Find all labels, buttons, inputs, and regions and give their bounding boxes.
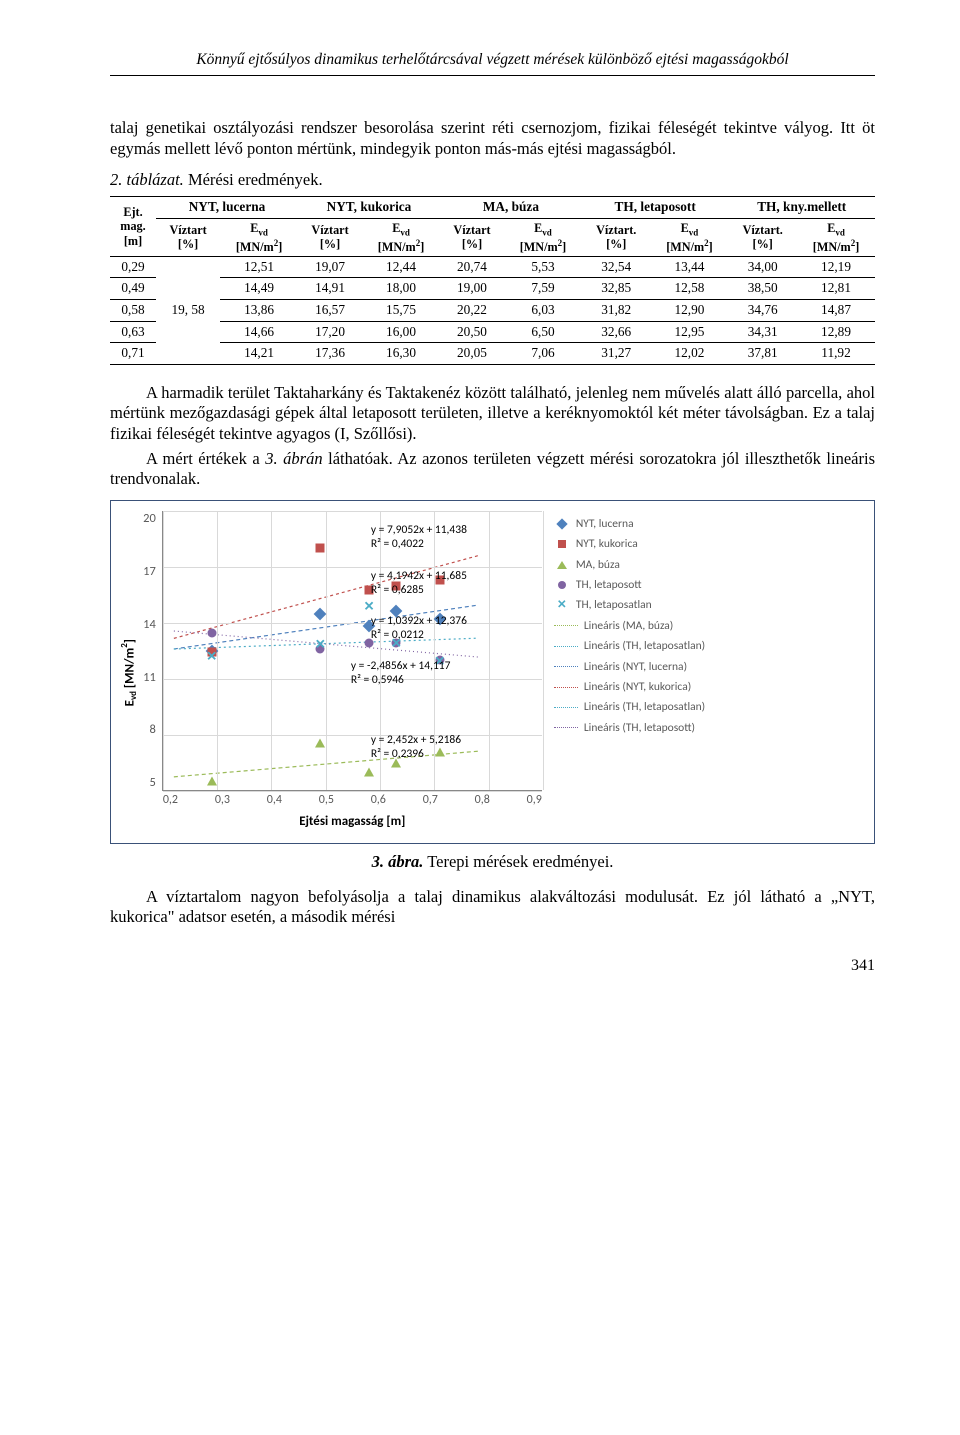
chart-marker [315, 738, 325, 747]
group-head-3: TH, letaposott [582, 197, 728, 219]
legend-item: Lineáris (TH, letaposott) [554, 721, 705, 735]
legend-item: Lineáris (NYT, kukorica) [554, 680, 705, 694]
caption-text: Mérési eredmények. [184, 170, 323, 189]
x-ticks: 0,20,30,40,50,60,70,80,9 [163, 793, 542, 808]
subhead-evd-2: Evd[MN/m2] [504, 218, 582, 256]
page-header: Könnyű ejtősúlyos dinamikus terhelőtárcs… [110, 50, 875, 76]
fig-caption-text: Terepi mérések eredményei. [423, 852, 613, 871]
chart-frame: Evd [MN/m2] 2017141185 0,20,30,40,50,60,… [110, 500, 875, 844]
subhead-viz-0: Víztart[%] [156, 218, 220, 256]
legend-item: TH, letaposott [554, 578, 705, 592]
p3-a: A mért értékek a [146, 449, 265, 468]
equation-label: y = 7,9052x + 11,438R² = 0,4022 [371, 523, 467, 552]
legend-item: Lineáris (TH, letaposatlan) [554, 700, 705, 714]
subhead-viz-3: Víztart.[%] [582, 218, 651, 256]
y-axis-label: Evd [MN/m2] [119, 639, 139, 706]
subhead-evd-0: Evd[MN/m2] [220, 218, 298, 256]
legend-item: Lineáris (MA, búza) [554, 619, 705, 633]
paragraph-1: talaj genetikai osztályozási rendszer be… [110, 118, 875, 159]
legend-item: NYT, lucerna [554, 517, 705, 531]
subhead-evd-1: Evd[MN/m2] [362, 218, 440, 256]
legend-item: ✕TH, letaposatlan [554, 598, 705, 612]
table-row: 0,4914,4914,9118,0019,007,5932,8512,5838… [110, 278, 875, 300]
table-row: 0,7114,2117,3616,3020,057,0631,2712,0237… [110, 343, 875, 365]
legend-item: Lineáris (TH, letaposatlan) [554, 639, 705, 653]
legend-item: NYT, kukorica [554, 537, 705, 551]
equation-label: y = 4,1942x + 11,685R² = 0,6285 [371, 569, 467, 598]
equation-label: y = -2,4856x + 14,117R² = 0,5946 [351, 659, 451, 688]
paragraph-3: A mért értékek a 3. ábrán láthatóak. Az … [110, 449, 875, 490]
chart-marker [207, 777, 217, 786]
chart-legend: NYT, lucerna NYT, kukorica MA, búza TH, let… [554, 511, 705, 835]
chart-marker [207, 629, 216, 638]
equation-label: y = 2,452x + 5,2186R² = 0,2396 [371, 733, 461, 762]
table-row: 0,2919, 5812,5119,0712,4420,745,5332,541… [110, 256, 875, 278]
results-table: Ejt. mag. [m] NYT, lucerna NYT, kukorica… [110, 196, 875, 365]
page-number: 341 [110, 956, 875, 976]
chart-marker: ✕ [315, 639, 326, 652]
caption-number: 2. táblázat. [110, 170, 184, 189]
legend-item: MA, búza [554, 558, 705, 572]
equation-label: y = 1,0392x + 12,376R² = 0,0212 [371, 614, 467, 643]
group-head-2: MA, búza [440, 197, 582, 219]
group-head-0: NYT, lucerna [156, 197, 298, 219]
group-head-4: TH, kny.mellett [728, 197, 875, 219]
subhead-viz-1: Víztart[%] [298, 218, 362, 256]
chart-marker: ✕ [364, 600, 375, 613]
p3-b: 3. ábrán [265, 449, 322, 468]
table-row: 0,5813,8616,5715,7520,226,0331,8212,9034… [110, 299, 875, 321]
fig-caption-num: 3. ábra. [372, 852, 424, 871]
table-caption: 2. táblázat. Mérési eredmények. [110, 170, 875, 191]
chart-marker [316, 544, 325, 553]
subhead-evd-3: Evd[MN/m2] [651, 218, 729, 256]
paragraph-2: A harmadik terület Taktaharkány és Takta… [110, 383, 875, 445]
group-head-1: NYT, kukorica [298, 197, 440, 219]
y-ticks: 2017141185 [143, 511, 162, 791]
x-axis-label: Ejtési magasság [m] [163, 814, 542, 830]
subhead-evd-4: Evd[MN/m2] [797, 218, 875, 256]
chart-marker: ✕ [206, 650, 217, 663]
trend-lines [163, 511, 543, 791]
corner-header: Ejt. mag. [m] [110, 197, 156, 256]
legend-item: Lineáris (NYT, lucerna) [554, 660, 705, 674]
paragraph-4: A víztartalom nagyon befolyásolja a tala… [110, 887, 875, 928]
chart-marker [364, 767, 374, 776]
figure-caption: 3. ábra. Terepi mérések eredményei. [110, 852, 875, 873]
table-row: 0,6314,6617,2016,0020,506,5032,6612,9534… [110, 321, 875, 343]
chart-plot: 0,20,30,40,50,60,70,80,9 Ejtési magasság… [162, 511, 542, 791]
subhead-viz-2: Víztart[%] [440, 218, 504, 256]
subhead-viz-4: Víztart.[%] [728, 218, 797, 256]
